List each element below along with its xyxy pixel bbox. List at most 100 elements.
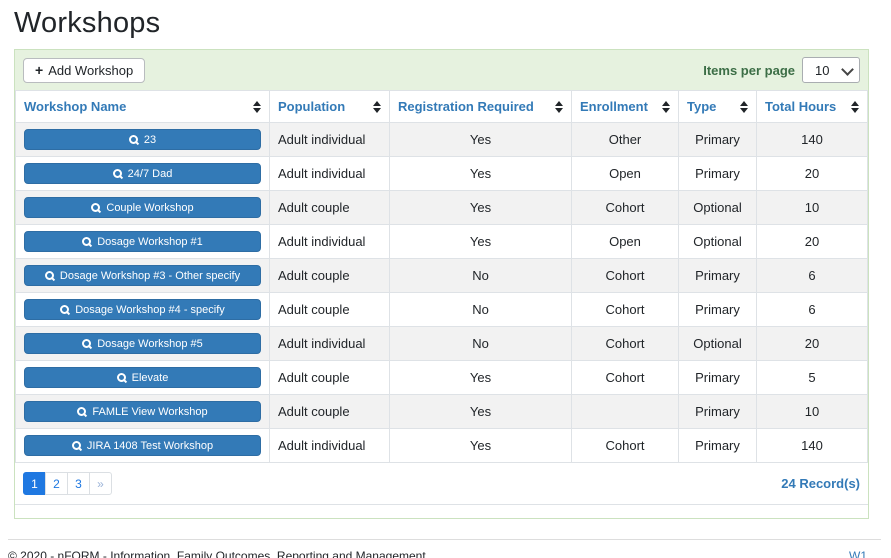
workshop-open-button[interactable]: Dosage Workshop #4 - specify xyxy=(24,299,261,320)
type-cell: Primary xyxy=(678,292,757,327)
add-workshop-label: Add Workshop xyxy=(48,62,134,78)
record-count: 24 Record(s) xyxy=(781,476,860,491)
type-cell: Primary xyxy=(678,428,757,463)
workshop-open-button[interactable]: FAMLE View Workshop xyxy=(24,401,261,422)
workshop-open-button[interactable]: JIRA 1408 Test Workshop xyxy=(24,435,261,456)
population-cell: Adult couple xyxy=(269,190,390,225)
population-cell: Adult couple xyxy=(269,292,390,327)
population-cell: Adult individual xyxy=(269,428,390,463)
enrollment-cell xyxy=(571,394,679,429)
page-button-3[interactable]: 3 xyxy=(67,472,90,495)
type-cell: Primary xyxy=(678,156,757,191)
next-page-button[interactable]: » xyxy=(89,472,112,495)
enrollment-cell: Cohort xyxy=(571,258,679,293)
column-header-population[interactable]: Population xyxy=(269,90,390,123)
page-title: Workshops xyxy=(14,7,161,39)
workshop-name-cell: 23 xyxy=(15,122,270,157)
search-icon xyxy=(82,236,92,247)
workshop-name-cell: Elevate xyxy=(15,360,270,395)
copyright-text: © 2020 - nFORM - Information, Family Out… xyxy=(8,549,426,558)
column-header-workshop-name[interactable]: Workshop Name xyxy=(15,90,270,123)
enrollment-cell: Cohort xyxy=(571,292,679,327)
footer-divider xyxy=(8,539,881,540)
column-header-total-hours[interactable]: Total Hours xyxy=(756,90,868,123)
total-hours-cell: 20 xyxy=(756,156,868,191)
enrollment-cell: Cohort xyxy=(571,428,679,463)
table-row: 23 Adult individual Yes Other Primary 14… xyxy=(15,122,868,157)
search-icon xyxy=(82,338,92,349)
population-cell: Adult couple xyxy=(269,258,390,293)
column-header-enrollment[interactable]: Enrollment xyxy=(571,90,679,123)
workshop-name-cell: Dosage Workshop #3 - Other specify xyxy=(15,258,270,293)
enrollment-cell: Open xyxy=(571,224,679,259)
workshop-open-button[interactable]: Dosage Workshop #5 xyxy=(24,333,261,354)
panel-bottom-strip xyxy=(15,505,868,518)
workshop-open-button[interactable]: 23 xyxy=(24,129,261,150)
toolbar: + Add Workshop Items per page 10 xyxy=(15,50,868,90)
table-row: 24/7 Dad Adult individual Yes Open Prima… xyxy=(15,156,868,191)
type-cell: Optional xyxy=(678,190,757,225)
workshop-name-label: Dosage Workshop #5 xyxy=(97,337,203,350)
total-hours-cell: 140 xyxy=(756,122,868,157)
table-header-row: Workshop Name Population Registration Re… xyxy=(15,90,868,123)
pagination: 1 2 3 » xyxy=(23,472,112,495)
registration-required-cell: Yes xyxy=(389,156,572,191)
registration-required-cell: Yes xyxy=(389,190,572,225)
registration-required-cell: Yes xyxy=(389,122,572,157)
type-cell: Optional xyxy=(678,224,757,259)
column-label: Population xyxy=(278,99,346,114)
table-footer: 1 2 3 » 24 Record(s) xyxy=(15,463,868,505)
registration-required-cell: No xyxy=(389,258,572,293)
enrollment-cell: Open xyxy=(571,156,679,191)
table-row: FAMLE View Workshop Adult couple Yes Pri… xyxy=(15,394,868,429)
total-hours-cell: 6 xyxy=(756,258,868,293)
workshop-name-label: Dosage Workshop #4 - specify xyxy=(75,303,225,316)
total-hours-cell: 10 xyxy=(756,190,868,225)
column-label: Workshop Name xyxy=(24,99,127,114)
page-footer: © 2020 - nFORM - Information, Family Out… xyxy=(0,540,891,558)
population-cell: Adult individual xyxy=(269,326,390,361)
items-per-page-select[interactable]: 10 xyxy=(802,57,860,83)
population-cell: Adult individual xyxy=(269,122,390,157)
workshop-name-cell: Dosage Workshop #5 xyxy=(15,326,270,361)
workshop-open-button[interactable]: Dosage Workshop #1 xyxy=(24,231,261,252)
population-cell: Adult individual xyxy=(269,224,390,259)
column-label: Total Hours xyxy=(765,99,837,114)
workshop-name-cell: JIRA 1408 Test Workshop xyxy=(15,428,270,463)
type-cell: Optional xyxy=(678,326,757,361)
enrollment-cell: Cohort xyxy=(571,190,679,225)
enrollment-cell: Cohort xyxy=(571,326,679,361)
column-header-type[interactable]: Type xyxy=(678,90,757,123)
total-hours-cell: 20 xyxy=(756,224,868,259)
workshop-open-button[interactable]: Dosage Workshop #3 - Other specify xyxy=(24,265,261,286)
registration-required-cell: Yes xyxy=(389,394,572,429)
registration-required-cell: Yes xyxy=(389,224,572,259)
search-icon xyxy=(128,134,139,145)
total-hours-cell: 6 xyxy=(756,292,868,327)
workshop-open-button[interactable]: Elevate xyxy=(24,367,261,388)
items-per-page-label: Items per page xyxy=(703,62,795,78)
registration-required-cell: Yes xyxy=(389,428,572,463)
population-cell: Adult couple xyxy=(269,360,390,395)
search-icon xyxy=(112,168,123,179)
workshop-open-button[interactable]: 24/7 Dad xyxy=(24,163,261,184)
registration-required-cell: No xyxy=(389,292,572,327)
workshop-open-button[interactable]: Couple Workshop xyxy=(24,197,261,218)
page-button-1[interactable]: 1 xyxy=(23,472,46,495)
workshop-name-cell: Dosage Workshop #4 - specify xyxy=(15,292,270,327)
search-icon xyxy=(77,406,87,417)
workshop-name-label: Couple Workshop xyxy=(106,201,194,214)
total-hours-cell: 5 xyxy=(756,360,868,395)
workshops-table: Workshop Name Population Registration Re… xyxy=(15,90,868,463)
table-row: Dosage Workshop #5 Adult individual No C… xyxy=(15,326,868,361)
workshop-name-label: 24/7 Dad xyxy=(127,167,173,180)
table-row: Dosage Workshop #3 - Other specify Adult… xyxy=(15,258,868,293)
plus-icon: + xyxy=(35,62,44,78)
column-header-registration-required[interactable]: Registration Required xyxy=(389,90,572,123)
page-button-2[interactable]: 2 xyxy=(45,472,68,495)
search-icon xyxy=(60,304,70,315)
add-workshop-button[interactable]: + Add Workshop xyxy=(23,57,146,83)
total-hours-cell: 20 xyxy=(756,326,868,361)
workshop-name-cell: FAMLE View Workshop xyxy=(15,394,270,429)
column-label: Registration Required xyxy=(398,99,534,114)
